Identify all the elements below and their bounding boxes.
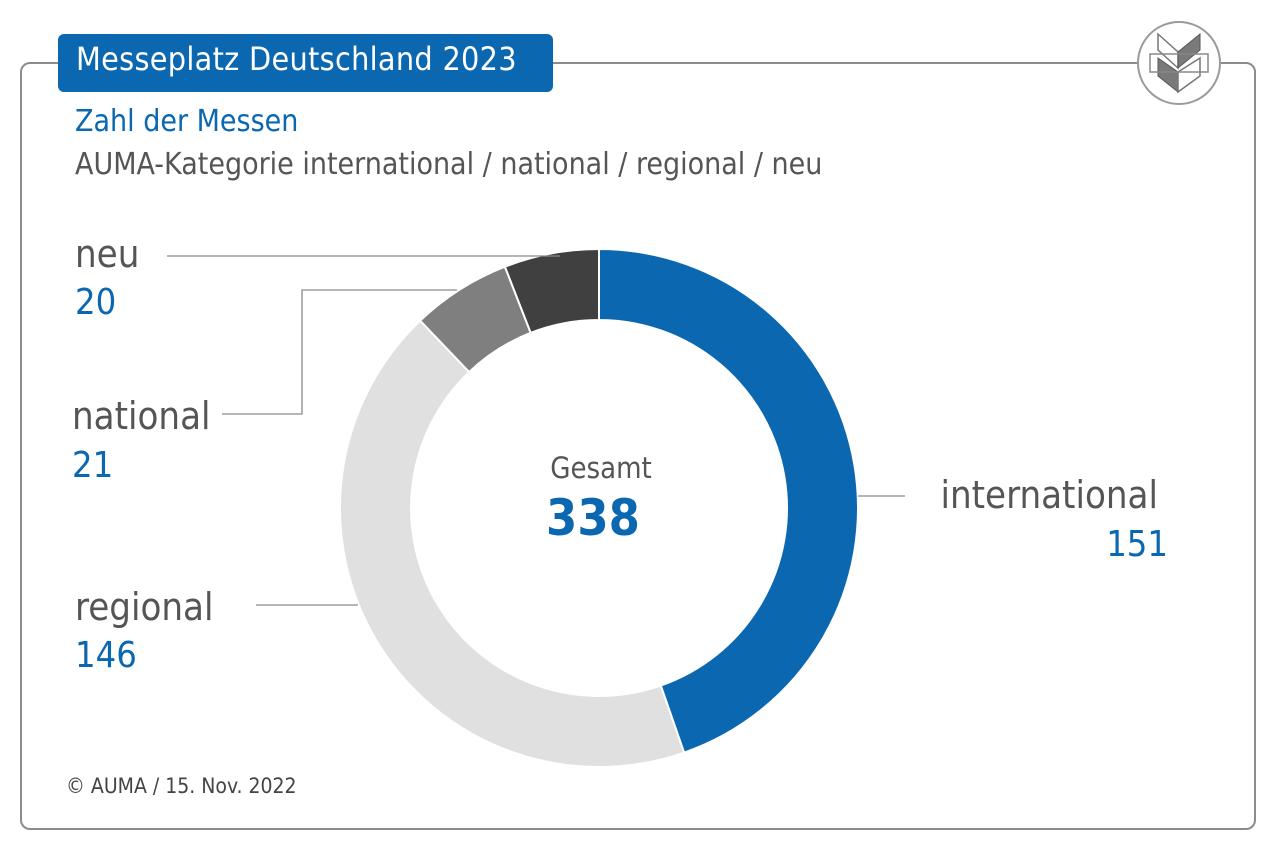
chart-subtitle-categories: AUMA-Kategorie international / national …	[75, 147, 823, 182]
label-regional: regional	[75, 585, 214, 629]
value-neu: 20	[75, 282, 116, 323]
center-label: Gesamt	[550, 451, 652, 485]
value-national: 21	[72, 445, 113, 486]
chart-frame	[20, 62, 1256, 830]
slice-international	[598, 247, 859, 754]
label-national: national	[72, 394, 211, 438]
label-neu: neu	[75, 232, 139, 276]
chart-subtitle: Zahl der Messen	[75, 104, 299, 139]
label-international: international	[940, 473, 1158, 517]
source-note: © AUMA / 15. Nov. 2022	[66, 774, 297, 798]
auma-logo	[1137, 21, 1221, 105]
value-regional: 146	[75, 635, 137, 676]
slice-regional	[339, 319, 686, 768]
center-total: 338	[546, 489, 640, 547]
title-banner	[58, 34, 553, 92]
leader-line-national	[222, 289, 457, 415]
value-international: 151	[1106, 524, 1168, 565]
slice-neu	[503, 247, 600, 335]
chart-title: Messeplatz Deutschland 2023	[76, 40, 517, 78]
